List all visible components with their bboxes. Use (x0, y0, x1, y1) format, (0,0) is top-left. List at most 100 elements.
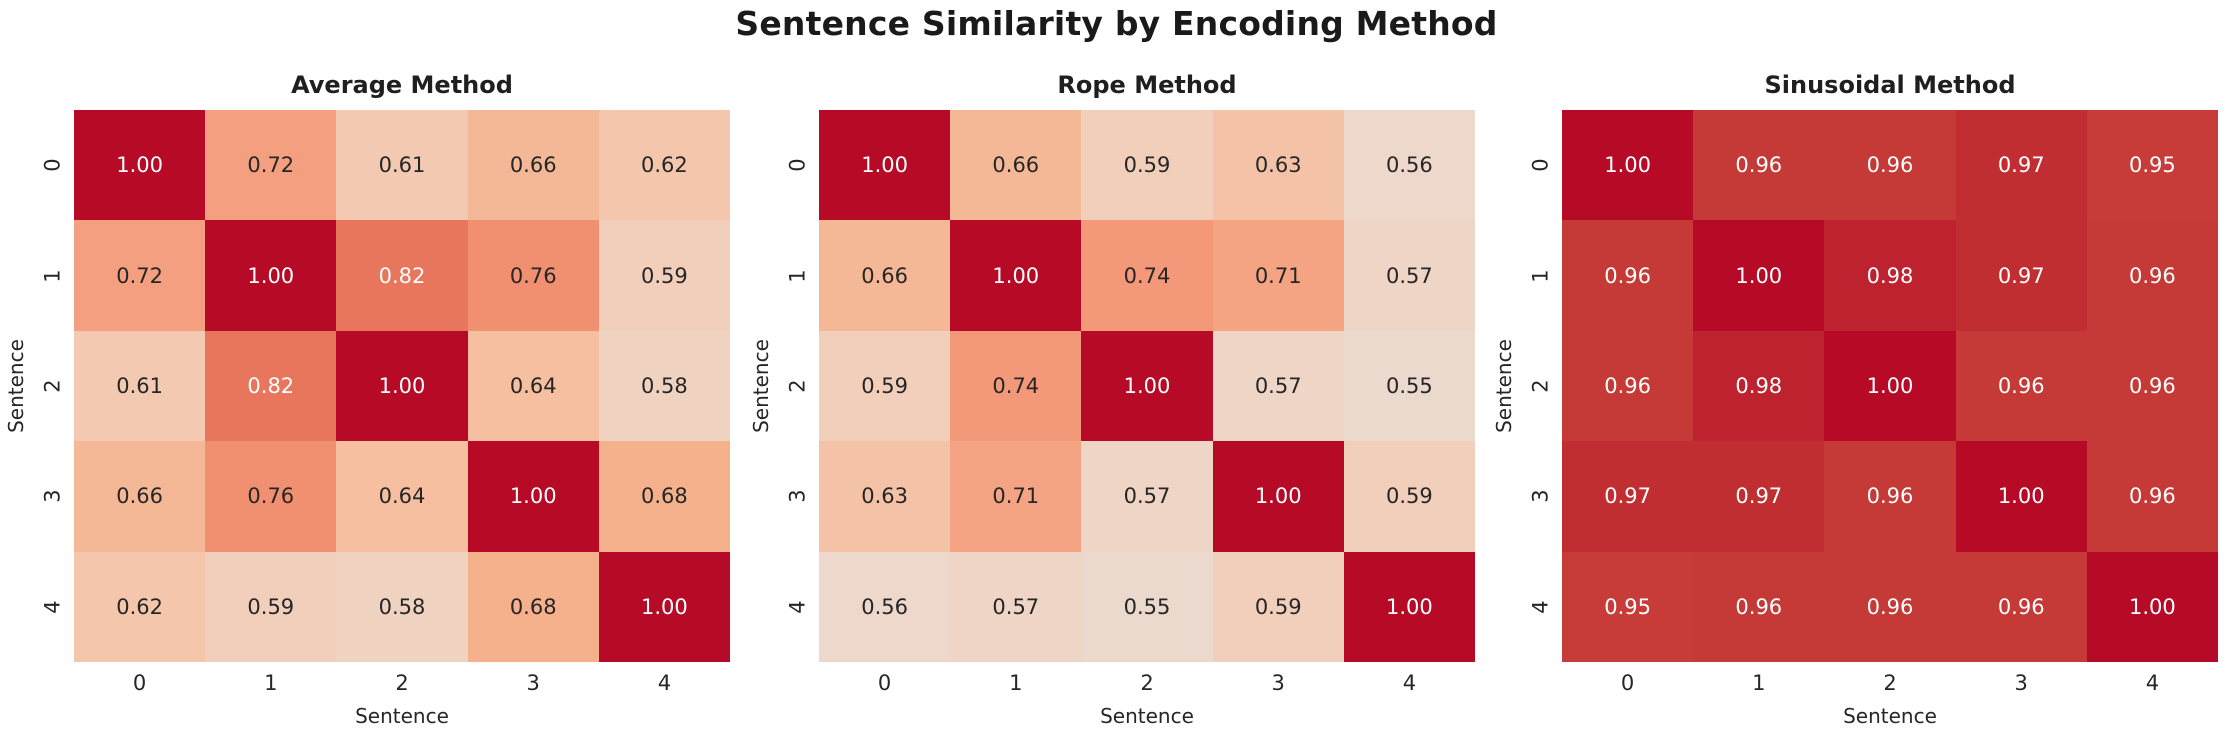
heatmap-cell: 0.62 (74, 551, 206, 662)
x-tick-label: 2 (395, 671, 409, 695)
figure-title: Sentence Similarity by Encoding Method (735, 4, 1498, 43)
heatmap-cell: 0.68 (467, 551, 599, 662)
heatmap-panel-average-method: Average Method Sentence 0 1 2 3 4 1.00 0.72 0.61 0… (4, 60, 730, 740)
heatmap-panels: Average Method Sentence 0 1 2 3 4 1.00 0.72 0.61 0… (0, 60, 2233, 740)
heatmap-title: Rope Method (1057, 71, 1237, 99)
heatmap-cell: 0.96 (1955, 330, 2087, 442)
y-tick-labels: 0 1 2 3 4 (781, 110, 815, 662)
heatmap-cell: 0.59 (1212, 551, 1344, 662)
heatmap-title: Average Method (291, 71, 513, 99)
heatmap-cell: 1.00 (1693, 220, 1825, 331)
x-tick-label: 2 (1883, 671, 1897, 695)
heatmap-cell: 0.71 (950, 441, 1082, 552)
heatmap-cell: 0.59 (1343, 441, 1475, 552)
y-axis-label: Sentence (743, 110, 779, 662)
heatmap-cell: 0.96 (1824, 441, 1956, 552)
heatmap-cell: 0.59 (598, 220, 730, 331)
y-tick-text: 3 (1529, 489, 1553, 504)
heatmap-cell: 0.56 (819, 551, 951, 662)
y-tick-text: 0 (1529, 158, 1553, 172)
heatmap-cell: 0.61 (336, 110, 468, 221)
heatmap-cell: 0.96 (2086, 441, 2218, 552)
heatmap-cell: 0.58 (336, 551, 468, 662)
heatmap-cell: 0.61 (74, 330, 206, 442)
heatmap-grid: 1.00 0.96 0.96 0.97 0.95 0.96 1.00 0.98 0.97 0.96… (1562, 110, 2218, 662)
heatmap-cell: 0.98 (1824, 220, 1956, 331)
heatmap-cell: 1.00 (1343, 551, 1475, 662)
y-tick-label: 4 (36, 552, 70, 662)
heatmap-cell: 0.82 (336, 220, 468, 331)
heatmap-cell: 1.00 (1562, 110, 1694, 221)
heatmap-cell: 0.71 (1212, 220, 1344, 331)
y-tick-text: 0 (786, 158, 810, 172)
heatmap-panel-rope-method: Rope Method Sentence 0 1 2 3 4 1.00 0.66 0.59 0.63… (749, 60, 1475, 740)
heatmap-cell: 0.96 (2086, 330, 2218, 442)
heatmap-cell: 0.98 (1693, 330, 1825, 442)
y-tick-text: 3 (786, 489, 810, 504)
x-tick-label: 0 (1620, 671, 1635, 695)
heatmap-cell: 0.97 (1693, 441, 1825, 552)
heatmap-cell: 1.00 (74, 110, 206, 221)
heatmap-cell: 0.96 (1824, 551, 1956, 662)
y-tick-label: 2 (36, 331, 70, 441)
heatmap-cell: 0.57 (1081, 441, 1213, 552)
heatmap-cell: 0.96 (1562, 220, 1694, 331)
heatmap-grid: 1.00 0.72 0.61 0.66 0.62 0.72 1.00 0.82 0.76 0.59… (74, 110, 730, 662)
heatmap-cell: 0.56 (1343, 110, 1475, 221)
heatmap-cell: 0.76 (467, 220, 599, 331)
heatmap-cell: 0.97 (1955, 110, 2087, 221)
heatmap-cell: 0.96 (1693, 551, 1825, 662)
heatmap-cell: 0.96 (1955, 551, 2087, 662)
heatmap-cell: 0.59 (205, 551, 337, 662)
y-tick-text: 0 (41, 158, 65, 172)
heatmap-cell: 0.59 (819, 330, 951, 442)
y-tick-label: 4 (1524, 552, 1558, 662)
y-tick-labels: 0 1 2 3 4 (36, 110, 70, 662)
heatmap-cell: 1.00 (336, 330, 468, 442)
heatmap-cell: 0.96 (1693, 110, 1825, 221)
x-tick-label: 1 (1009, 671, 1023, 695)
heatmap-cell: 0.95 (2086, 110, 2218, 221)
y-tick-label: 2 (781, 331, 815, 441)
heatmap-cell: 1.00 (1824, 330, 1956, 442)
heatmap-cell: 0.74 (950, 330, 1082, 442)
y-tick-label: 1 (36, 220, 70, 330)
x-tick-label: 2 (1140, 671, 1154, 695)
heatmap-cell: 1.00 (205, 220, 337, 331)
heatmap-cell: 0.72 (205, 110, 337, 221)
y-tick-text: 1 (786, 268, 810, 283)
y-tick-text: 4 (1529, 600, 1553, 614)
heatmap-cell: 0.59 (1081, 110, 1213, 221)
y-tick-label: 3 (781, 441, 815, 551)
heatmap-cell: 0.62 (598, 110, 730, 221)
x-tick-labels: 0 1 2 3 4 (819, 662, 1475, 704)
heatmap-panel-sinusoidal-method: Sinusoidal Method Sentence 0 1 2 3 4 1.00 0.96 0.… (1492, 60, 2218, 740)
heatmap-cell: 0.58 (598, 330, 730, 442)
y-tick-text: 4 (786, 600, 810, 614)
heatmap-cell: 1.00 (950, 220, 1082, 331)
heatmap-cell: 0.96 (2086, 220, 2218, 331)
y-tick-text: 2 (786, 379, 810, 393)
heatmap-cell: 0.97 (1562, 441, 1694, 552)
x-tick-label: 0 (877, 671, 892, 695)
heatmap-cell: 0.82 (205, 330, 337, 442)
heatmap-cell: 0.55 (1081, 551, 1213, 662)
heatmap-cell: 1.00 (2086, 551, 2218, 662)
heatmap-cell: 0.57 (950, 551, 1082, 662)
heatmap-title: Sinusoidal Method (1764, 71, 2016, 99)
y-tick-label: 1 (1524, 220, 1558, 330)
y-axis-label: Sentence (1486, 110, 1522, 662)
y-tick-label: 3 (36, 441, 70, 551)
y-axis-label-text: Sentence (749, 339, 773, 433)
heatmap-cell: 0.64 (336, 441, 468, 552)
heatmap-cell: 1.00 (819, 110, 951, 221)
x-tick-label: 3 (526, 671, 540, 695)
heatmap-cell: 1.00 (598, 551, 730, 662)
y-axis-label-text: Sentence (1492, 339, 1516, 433)
y-tick-label: 3 (1524, 441, 1558, 551)
heatmap-cell: 0.68 (598, 441, 730, 552)
heatmap-cell: 0.66 (74, 441, 206, 552)
heatmap-cell: 0.57 (1343, 220, 1475, 331)
x-tick-label: 4 (1402, 671, 1417, 695)
y-tick-text: 4 (41, 600, 65, 614)
